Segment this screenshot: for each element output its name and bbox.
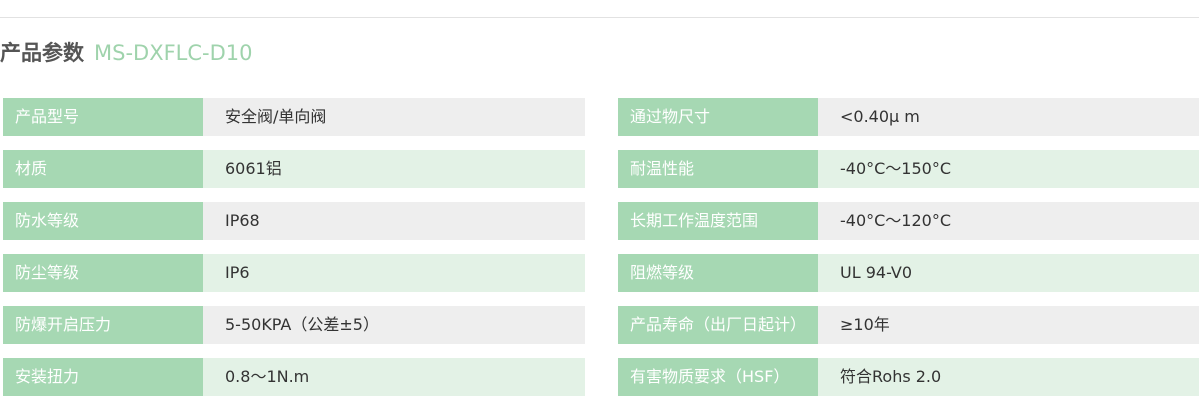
spec-label: 安装扭力 [3,358,203,396]
spec-value: 5-50KPA（公差±5） [203,306,585,344]
spec-label: 防爆开启压力 [3,306,203,344]
spec-label: 耐温性能 [618,150,818,188]
spec-value: IP6 [203,254,585,292]
spec-value: -40°C～120°C [818,202,1199,240]
spec-label: 通过物尺寸 [618,98,818,136]
spec-value: IP68 [203,202,585,240]
spec-label: 防水等级 [3,202,203,240]
spec-value: 安全阀/单向阀 [203,98,585,136]
spec-label: 有害物质要求（HSF） [618,358,818,396]
spec-value: <0.40μ m [818,98,1199,136]
spec-label: 材质 [3,150,203,188]
spec-label: 产品型号 [3,98,203,136]
spec-value: 符合Rohs 2.0 [818,358,1199,396]
spec-value: ≥10年 [818,306,1199,344]
spec-label: 防尘等级 [3,254,203,292]
heading-title: 产品参数 [0,41,84,65]
divider [0,17,1199,18]
spec-label: 产品寿命（出厂日起计） [618,306,818,344]
heading: 产品参数 MS-DXFLC-D10 [0,38,253,68]
spec-value: 6061铝 [203,150,585,188]
spec-label: 阻燃等级 [618,254,818,292]
spec-value: -40°C～150°C [818,150,1199,188]
spec-label: 长期工作温度范围 [618,202,818,240]
spec-value: UL 94-V0 [818,254,1199,292]
spec-value: 0.8～1N.m [203,358,585,396]
heading-model: MS-DXFLC-D10 [94,41,253,65]
